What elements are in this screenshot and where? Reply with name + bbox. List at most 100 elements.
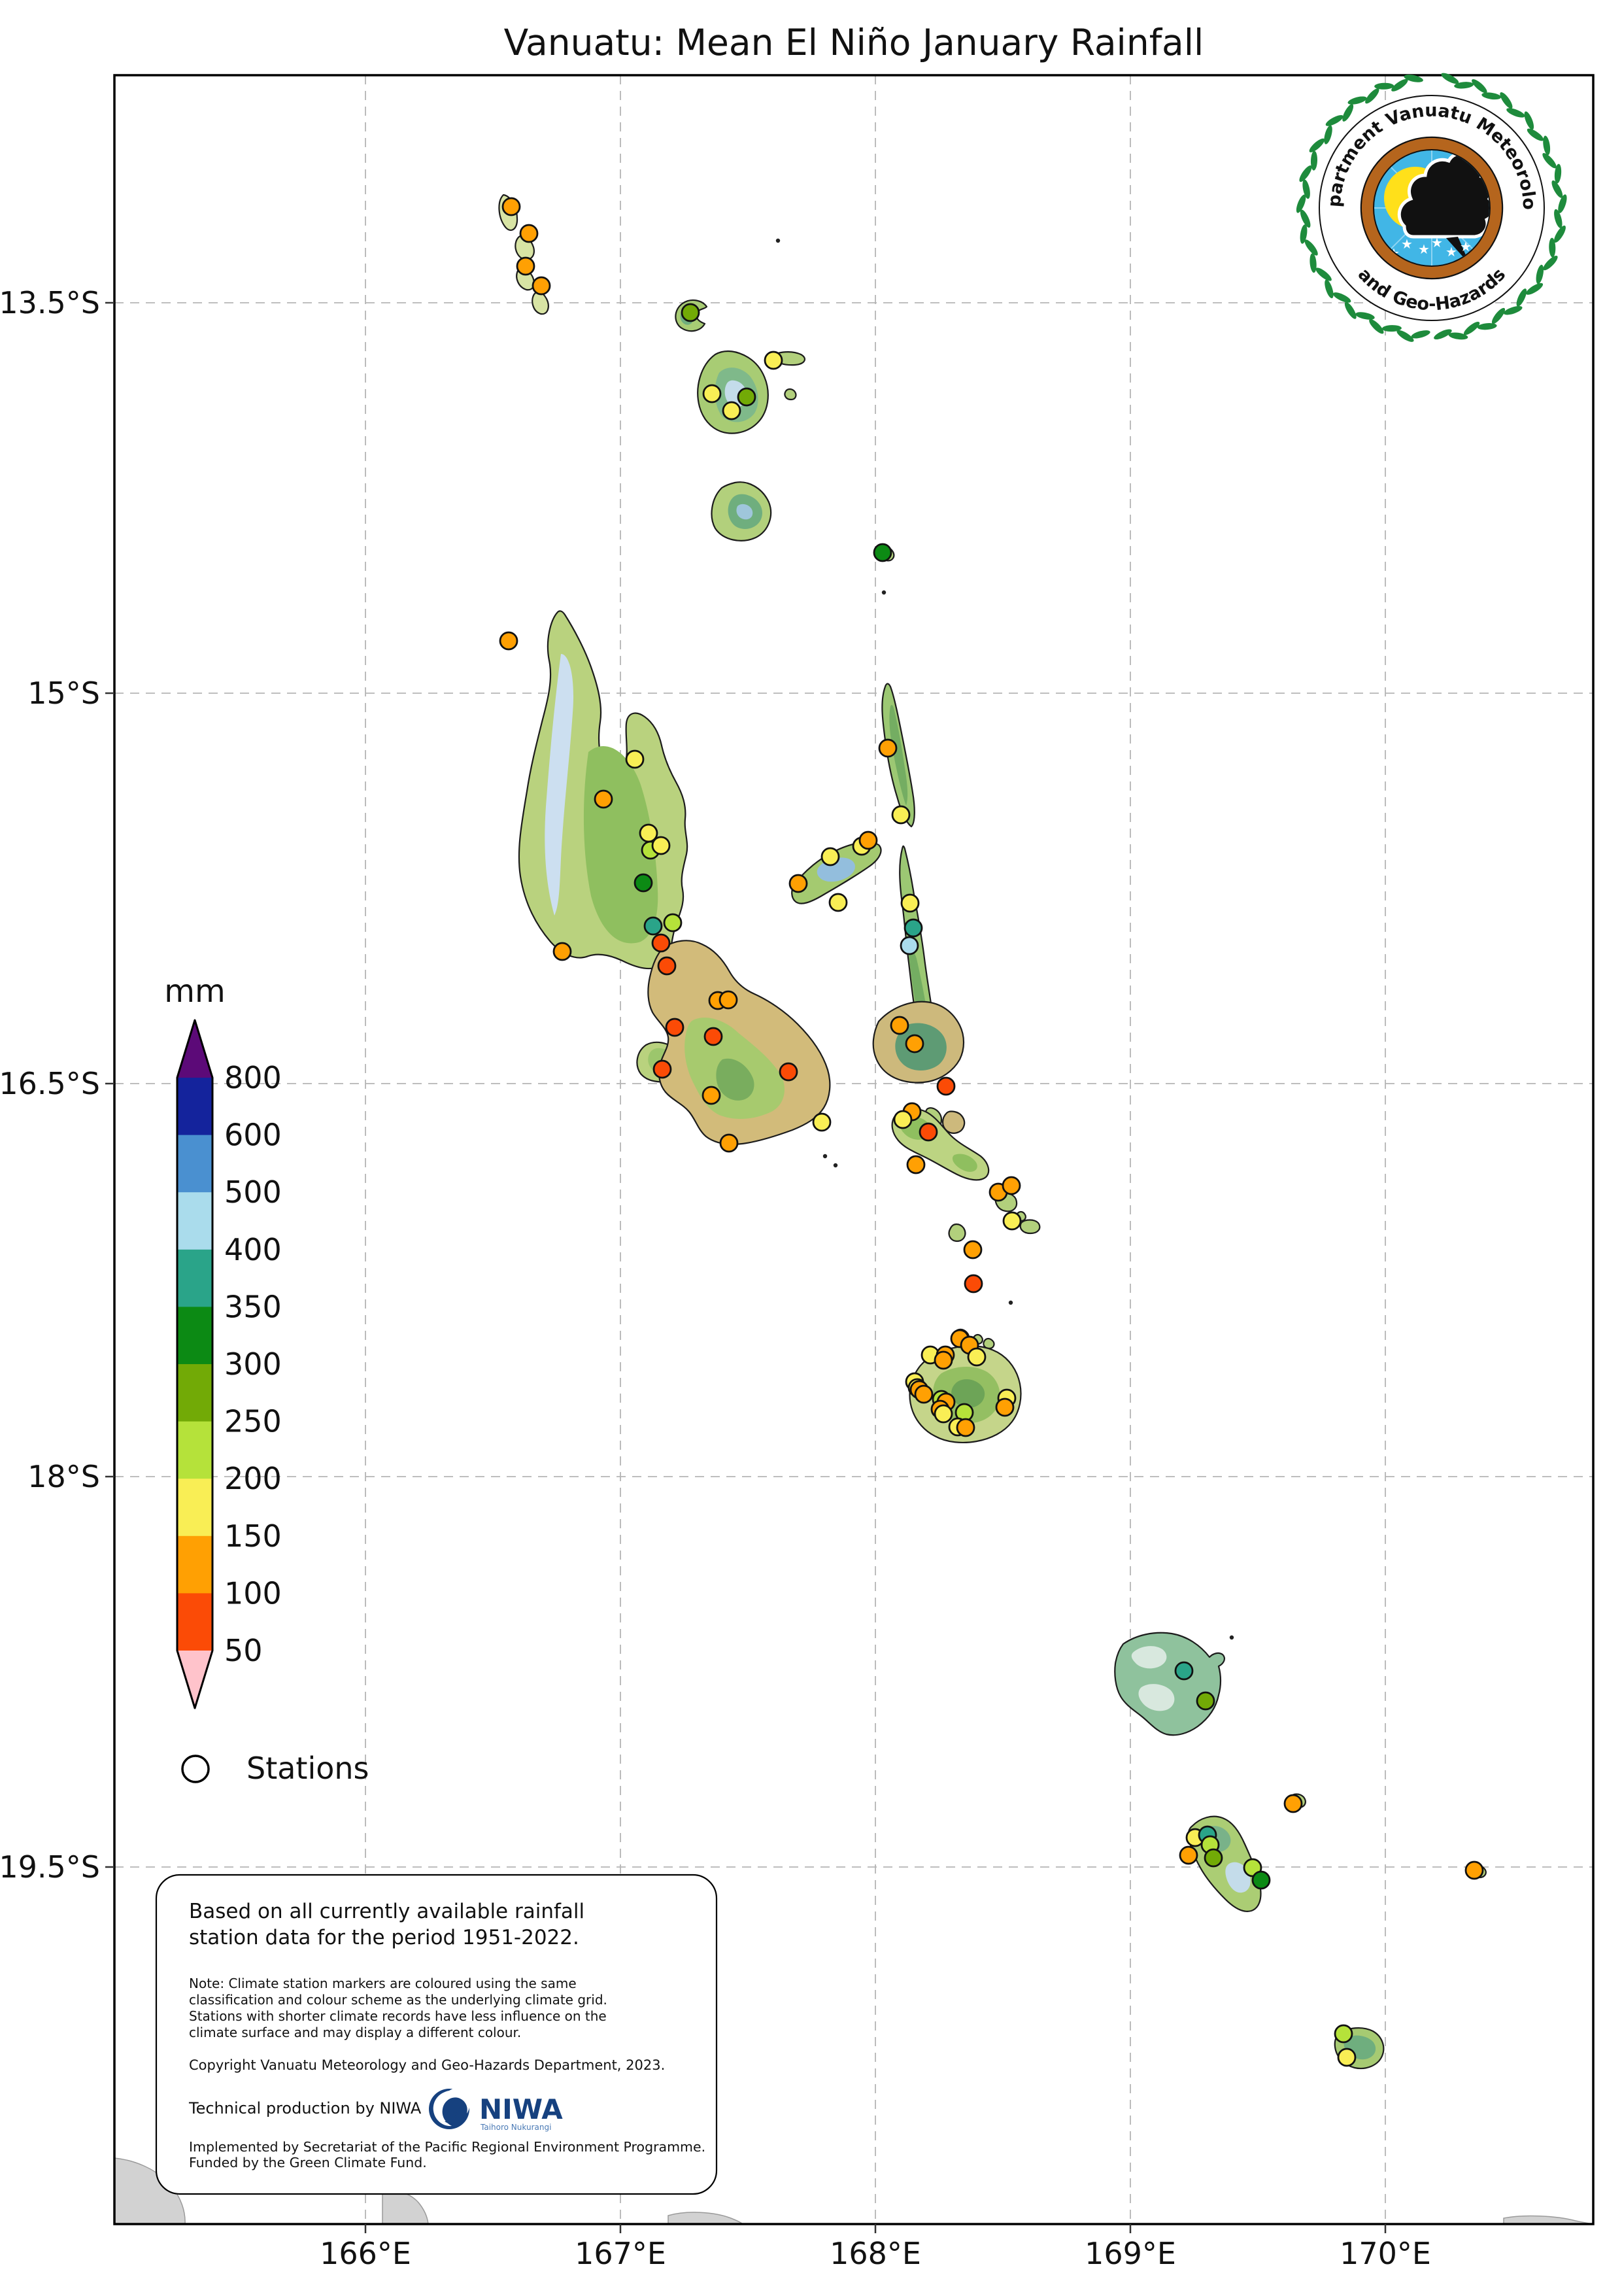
station-marker [1337, 2048, 1357, 2067]
station-marker [625, 749, 645, 769]
legend-tick-label: 800 [224, 1060, 282, 1095]
station-marker [665, 1018, 684, 1037]
lon-label: 167°E [575, 2236, 666, 2271]
emblem-inner-ring-edge [1360, 136, 1504, 280]
island-terrain [889, 705, 908, 806]
island-outline [941, 1110, 966, 1134]
wreath-leaf [1391, 78, 1408, 92]
lat-label: 16.5°S [0, 1066, 100, 1101]
legend-tick-label: 200 [224, 1461, 282, 1496]
wreath-leaf [1472, 79, 1487, 94]
wreath-leaf [1542, 153, 1557, 169]
station-marker [1179, 1845, 1198, 1865]
legend-segment [177, 1593, 212, 1651]
station-marker [501, 197, 521, 216]
lat-label: 13.5°S [0, 285, 100, 320]
lon-label: 169°E [1085, 2236, 1176, 2271]
info-technical: Technical production by NIWA [188, 2099, 422, 2117]
wreath-leaf [1411, 330, 1430, 339]
wreath-leaf [1347, 96, 1367, 105]
island-emau [983, 1337, 995, 1350]
map-background [114, 75, 1593, 2224]
islet-speck [822, 1154, 828, 1159]
station-marker [828, 893, 848, 912]
wreath-leaf [1374, 82, 1394, 90]
station-marker [703, 1027, 723, 1046]
wreath-leaf [1477, 323, 1497, 330]
wreath-leaf [1454, 82, 1474, 89]
legend-segment [177, 1479, 212, 1537]
island-terrain [951, 1379, 985, 1408]
station-marker [737, 387, 756, 407]
legend-tick-label: 150 [224, 1518, 282, 1554]
lat-label: 15°S [27, 676, 100, 711]
wreath-leaf [1309, 138, 1325, 152]
wreath-leaf [1309, 253, 1317, 273]
station-marker [904, 918, 923, 938]
island-erromango [1114, 1632, 1225, 1736]
wreath-leaf [1527, 128, 1544, 141]
station-marker [812, 1112, 832, 1132]
station-marker [893, 1110, 913, 1129]
station-marker [963, 1240, 983, 1259]
lat-label: 18°S [27, 1459, 100, 1494]
niwa-wordmark: NIWA [479, 2093, 563, 2125]
station-marker [722, 401, 741, 420]
wreath-leaf [1441, 73, 1459, 84]
wreath-leaf [1500, 92, 1513, 109]
info-implemented-line: Funded by the Green Climate Fund. [189, 2155, 427, 2170]
station-marker [516, 256, 535, 276]
station-marker [499, 631, 518, 651]
station-marker [964, 1274, 983, 1294]
lat-label: 19.5°S [0, 1849, 100, 1885]
station-marker [967, 1347, 987, 1367]
star-icon: ★ [1445, 244, 1457, 260]
station-marker [519, 224, 539, 243]
station-marker [900, 893, 920, 913]
station-marker [1002, 1176, 1021, 1195]
map-border [113, 74, 1595, 2225]
niwa-swirl-inner [445, 2104, 465, 2124]
lon-label: 166°E [320, 2236, 411, 2271]
station-marker [1251, 1870, 1271, 1890]
info-copyright: Copyright Vanuatu Meteorology and Geo-Ha… [189, 2057, 665, 2073]
station-marker [995, 1397, 1015, 1417]
wreath-leaf [1324, 125, 1332, 145]
island-mataso [948, 1223, 966, 1242]
station-marker [1334, 2024, 1353, 2044]
legend-tick-label: 500 [224, 1174, 282, 1210]
station-marker [936, 1076, 956, 1096]
wreath-leaf [1404, 75, 1423, 82]
figure-title: Vanuatu: Mean El Niño January Rainfall [504, 22, 1204, 63]
legend-segment [177, 1078, 212, 1136]
map-frame [113, 74, 1595, 2225]
lon-label: 170°E [1340, 2236, 1431, 2271]
legend-unit-label: mm [164, 973, 226, 1010]
info-heading-line: Based on all currently available rainfal… [189, 1900, 584, 1923]
island-epi [891, 1108, 990, 1181]
station-marker [1002, 1211, 1022, 1231]
laurel-wreath [1296, 73, 1567, 342]
wreath-leaf [1536, 264, 1544, 284]
legend-tick-label: 100 [224, 1575, 282, 1611]
wreath-leaf [1554, 209, 1563, 228]
wreath-leaf [1506, 108, 1525, 118]
axis-labels: 13.5°S 15°S 16.5°S 18°S 19.5°S 166°E 167°E 168°… [0, 285, 1431, 2271]
wreath-leaf [1543, 135, 1551, 156]
wreath-leaf [1396, 330, 1414, 342]
wreath-leaf [1342, 104, 1354, 122]
lon-label: 168°E [830, 2236, 921, 2271]
station-marker [1464, 1860, 1484, 1880]
legend-tick-label: 600 [224, 1118, 282, 1153]
station-marker [651, 836, 671, 855]
station-marker [788, 874, 808, 893]
info-box-frame [155, 1874, 718, 2195]
wreath-leaf [1558, 194, 1567, 213]
island-outline [983, 1337, 995, 1350]
station-marker [719, 1133, 739, 1153]
legend-tick-label: 400 [224, 1232, 282, 1267]
wreath-leaf [1554, 163, 1562, 184]
islet-speck [775, 238, 781, 243]
legend-segment [177, 1135, 212, 1193]
wreath-leaf [1365, 88, 1379, 104]
